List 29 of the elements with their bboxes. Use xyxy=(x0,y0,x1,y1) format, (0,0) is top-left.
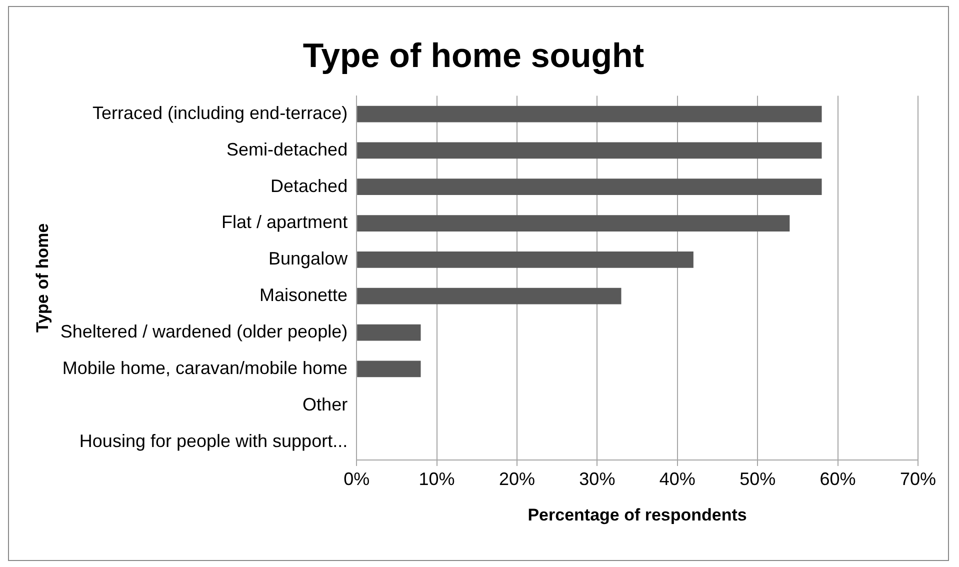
bar xyxy=(357,288,622,304)
y-tick-label: Mobile home, caravan/mobile home xyxy=(62,358,348,378)
y-tick-label: Other xyxy=(302,394,348,414)
y-tick-label: Detached xyxy=(270,176,348,196)
y-tick-label: Terraced (including end-terrace) xyxy=(92,102,348,123)
y-axis-title: Type of home xyxy=(32,223,52,333)
x-tick-label: 20% xyxy=(498,468,536,489)
bar xyxy=(357,324,421,341)
x-tick-label: 50% xyxy=(740,468,776,489)
y-tick-label: Sheltered / wardened (older people) xyxy=(60,322,348,342)
y-tick-label: Maisonette xyxy=(260,285,348,306)
y-tick-label: Semi-detached xyxy=(226,139,348,160)
x-tick-label: 40% xyxy=(659,468,696,489)
x-tick-label: 60% xyxy=(820,468,856,489)
bar xyxy=(357,251,694,268)
chart-title: Type of home sought xyxy=(302,36,644,75)
x-tick-label: 10% xyxy=(418,468,455,489)
x-tick-label: 0% xyxy=(344,468,370,489)
bar xyxy=(357,106,822,122)
bar xyxy=(357,215,790,232)
bar xyxy=(357,360,421,378)
y-tick-label: Flat / apartment xyxy=(222,212,348,232)
y-tick-label: Housing for people with support... xyxy=(79,430,348,451)
x-axis-title: Percentage of respondents xyxy=(528,505,747,524)
x-tick-label: 70% xyxy=(900,468,936,489)
bar xyxy=(357,178,822,196)
y-tick-label: Bungalow xyxy=(268,248,349,269)
bar xyxy=(357,142,822,159)
x-tick-label: 30% xyxy=(579,468,616,489)
